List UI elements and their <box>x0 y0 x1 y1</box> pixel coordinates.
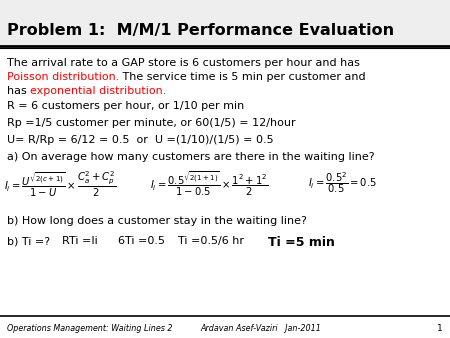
Text: a) On average how many customers are there in the waiting line?: a) On average how many customers are the… <box>7 152 374 162</box>
Text: exponential distribution.: exponential distribution. <box>30 86 166 96</box>
Text: Ardavan Asef-Vaziri   Jan-2011: Ardavan Asef-Vaziri Jan-2011 <box>200 324 321 333</box>
Text: $I_i = \dfrac{0.5^2}{0.5} = 0.5$: $I_i = \dfrac{0.5^2}{0.5} = 0.5$ <box>308 170 377 195</box>
Text: U= R/Rp = 6/12 = 0.5  or  U =(1/10)/(1/5) = 0.5: U= R/Rp = 6/12 = 0.5 or U =(1/10)/(1/5) … <box>7 135 274 145</box>
Text: The service time is 5 min per customer and: The service time is 5 min per customer a… <box>119 72 366 82</box>
Text: RTi =Ii: RTi =Ii <box>62 236 98 246</box>
Text: b) Ti =?: b) Ti =? <box>7 236 50 246</box>
Text: Operations Management: Waiting Lines 2: Operations Management: Waiting Lines 2 <box>7 324 172 333</box>
Text: $I_i = \dfrac{U^{\sqrt{2(c+1)}}}{1-U} \times \dfrac{C_a^2+C_p^2}{2}$: $I_i = \dfrac{U^{\sqrt{2(c+1)}}}{1-U} \t… <box>4 170 116 199</box>
Text: The arrival rate to a GAP store is 6 customers per hour and has: The arrival rate to a GAP store is 6 cus… <box>7 58 360 68</box>
Bar <box>0 0 450 46</box>
Text: Rp =1/5 customer per minute, or 60(1/5) = 12/hour: Rp =1/5 customer per minute, or 60(1/5) … <box>7 118 296 128</box>
Text: 6Ti =0.5: 6Ti =0.5 <box>118 236 165 246</box>
Text: Problem 1:  M/M/1 Performance Evaluation: Problem 1: M/M/1 Performance Evaluation <box>7 23 394 38</box>
Text: has: has <box>7 86 30 96</box>
Text: Poisson distribution.: Poisson distribution. <box>7 72 119 82</box>
Text: b) How long does a customer stay in the waiting line?: b) How long does a customer stay in the … <box>7 216 307 226</box>
Text: Ti =5 min: Ti =5 min <box>268 236 335 249</box>
Text: Ti =0.5/6 hr: Ti =0.5/6 hr <box>178 236 244 246</box>
Text: R = 6 customers per hour, or 1/10 per min: R = 6 customers per hour, or 1/10 per mi… <box>7 101 244 111</box>
Text: $I_i = \dfrac{0.5^{\sqrt{2(1+1)}}}{1-0.5} \times \dfrac{1^2+1^2}{2}$: $I_i = \dfrac{0.5^{\sqrt{2(1+1)}}}{1-0.5… <box>150 170 268 198</box>
Text: 1: 1 <box>437 324 443 333</box>
